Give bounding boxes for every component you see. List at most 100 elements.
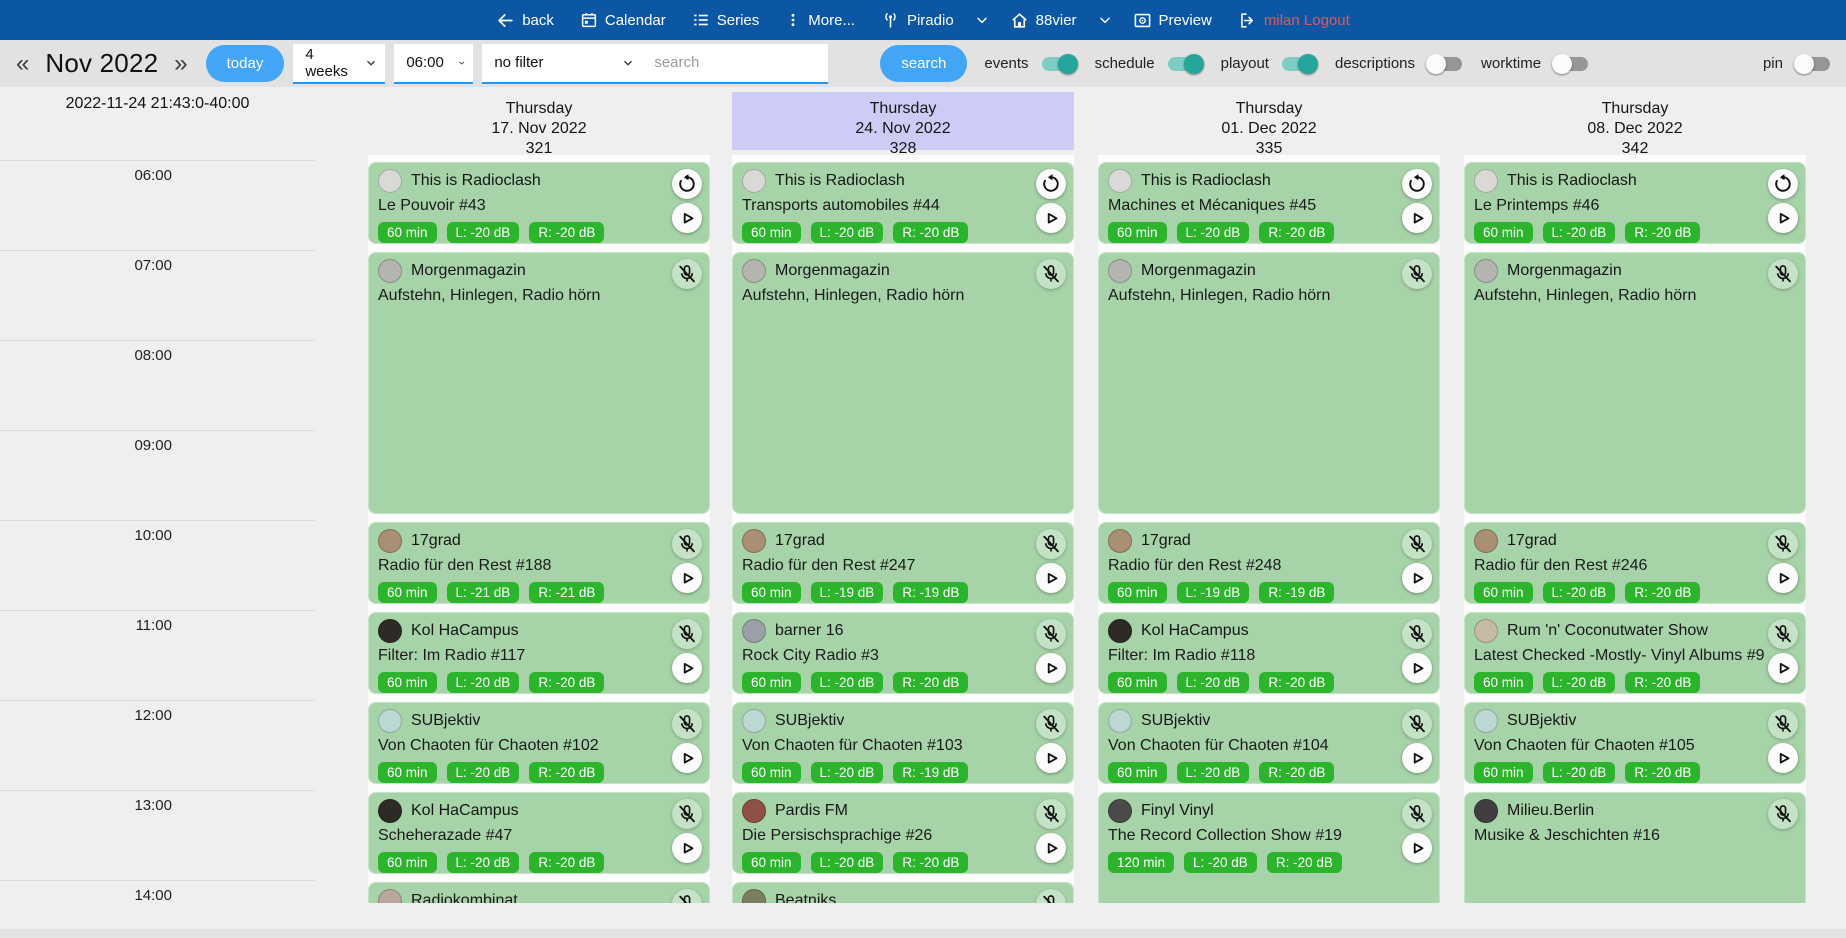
mute-button[interactable] (672, 799, 702, 829)
play-button[interactable] (672, 833, 702, 863)
back-button[interactable]: back (496, 11, 554, 30)
play-button[interactable] (672, 203, 702, 233)
event-card[interactable]: 17grad Radio für den Rest #247 60 min L: -1… (732, 522, 1074, 604)
replay-button[interactable] (672, 169, 702, 199)
toggle-worktime[interactable] (1552, 53, 1590, 75)
day-header[interactable]: Thursday 08. Dec 2022 342 (1464, 92, 1806, 157)
event-card[interactable]: This is Radioclash Le Printemps #46 60 min… (1464, 162, 1806, 244)
event-card[interactable]: Kol HaCampus Scheherazade #47 60 min L: -20… (368, 792, 710, 874)
mute-button[interactable] (1402, 799, 1432, 829)
play-button[interactable] (1402, 653, 1432, 683)
toggle-pin[interactable] (1794, 53, 1832, 75)
search-input[interactable] (642, 43, 829, 84)
play-button[interactable] (1402, 833, 1432, 863)
replay-button[interactable] (1036, 169, 1066, 199)
play-button[interactable] (1402, 563, 1432, 593)
nav-series[interactable]: Series (692, 11, 759, 29)
mute-button[interactable] (672, 619, 702, 649)
mute-button[interactable] (1768, 709, 1798, 739)
play-button[interactable] (1402, 203, 1432, 233)
mute-button[interactable] (1402, 709, 1432, 739)
event-card[interactable]: This is Radioclash Le Pouvoir #43 60 min L:… (368, 162, 710, 244)
next-range-button[interactable]: » (174, 49, 188, 77)
play-button[interactable] (672, 653, 702, 683)
mute-button[interactable] (1768, 259, 1798, 289)
mute-button[interactable] (1402, 529, 1432, 559)
mute-button[interactable] (1768, 799, 1798, 829)
filter-select[interactable]: no filter (482, 43, 643, 84)
event-card[interactable]: Finyl Vinyl The Record Collection Show #1… (1098, 792, 1440, 903)
day-header[interactable]: Thursday 01. Dec 2022 335 (1098, 92, 1440, 157)
play-button[interactable] (1036, 563, 1066, 593)
event-card[interactable]: SUBjektiv Von Chaoten für Chaoten #102 60 … (368, 702, 710, 784)
mute-button[interactable] (1402, 259, 1432, 289)
station-dropdown-chevron[interactable] (974, 12, 990, 28)
event-card[interactable]: Kol HaCampus Filter: Im Radio #117 60 min L… (368, 612, 710, 694)
mute-button[interactable] (672, 709, 702, 739)
channel-dropdown-chevron[interactable] (1097, 12, 1113, 28)
event-card[interactable]: Morgenmagazin Aufstehn, Hinlegen, Radio h… (368, 252, 710, 514)
toggle-playout[interactable] (1280, 53, 1318, 75)
mute-button[interactable] (1036, 619, 1066, 649)
event-card[interactable]: Milieu.Berlin Musike & Jeschichten #16 (1464, 792, 1806, 903)
preview-button[interactable]: Preview (1133, 11, 1212, 30)
event-card[interactable]: 17grad Radio für den Rest #248 60 min L: -1… (1098, 522, 1440, 604)
today-button[interactable]: today (205, 45, 285, 82)
play-button[interactable] (1768, 743, 1798, 773)
event-card[interactable]: SUBjektiv Von Chaoten für Chaoten #104 60 … (1098, 702, 1440, 784)
mute-button[interactable] (1036, 889, 1066, 903)
search-button[interactable]: search (880, 45, 968, 82)
mute-button[interactable] (1036, 799, 1066, 829)
event-card[interactable]: SUBjektiv Von Chaoten für Chaoten #103 60 … (732, 702, 1074, 784)
event-card[interactable]: Morgenmagazin Aufstehn, Hinlegen, Radio h… (732, 252, 1074, 514)
event-card[interactable]: barner 16 Rock City Radio #3 60 min L: -20 … (732, 612, 1074, 694)
play-button[interactable] (672, 743, 702, 773)
event-card[interactable]: 17grad Radio für den Rest #188 60 min L: -2… (368, 522, 710, 604)
mute-button[interactable] (672, 889, 702, 903)
mute-button[interactable] (672, 259, 702, 289)
play-button[interactable] (1768, 563, 1798, 593)
logout-button[interactable]: milan Logout (1238, 11, 1350, 30)
event-card[interactable]: Morgenmagazin Aufstehn, Hinlegen, Radio h… (1098, 252, 1440, 514)
nav-more[interactable]: More... (785, 11, 855, 29)
play-button[interactable] (1036, 653, 1066, 683)
mute-button[interactable] (1036, 709, 1066, 739)
event-card[interactable]: Rum 'n' Coconutwater Show Latest Checked … (1464, 612, 1806, 694)
mute-button[interactable] (1402, 619, 1432, 649)
play-button[interactable] (1036, 203, 1066, 233)
play-button[interactable] (1768, 203, 1798, 233)
horizontal-scrollbar[interactable] (0, 929, 1846, 938)
day-header[interactable]: Thursday 17. Nov 2022 321 (368, 92, 710, 157)
play-button[interactable] (1036, 743, 1066, 773)
start-time-select[interactable]: 06:00 (394, 43, 474, 84)
nav-station[interactable]: Piradio (881, 11, 954, 30)
range-select[interactable]: 4 weeks (293, 43, 386, 84)
event-card[interactable]: Kol HaCampus Filter: Im Radio #118 60 min L… (1098, 612, 1440, 694)
nav-channel[interactable]: 88vier (1010, 11, 1077, 30)
day-header[interactable]: Thursday 24. Nov 2022 328 (732, 92, 1074, 157)
event-card[interactable]: This is Radioclash Machines et Mécaniques… (1098, 162, 1440, 244)
event-card[interactable]: Pardis FM Die Persischsprachige #26 60 min… (732, 792, 1074, 874)
event-card[interactable]: SUBjektiv Von Chaoten für Chaoten #105 60 … (1464, 702, 1806, 784)
prev-range-button[interactable]: « (16, 49, 30, 77)
mute-button[interactable] (1768, 529, 1798, 559)
mute-button[interactable] (1768, 619, 1798, 649)
toggle-schedule[interactable] (1166, 53, 1204, 75)
event-card[interactable]: Radiokombinat (368, 882, 710, 903)
event-card[interactable]: Morgenmagazin Aufstehn, Hinlegen, Radio h… (1464, 252, 1806, 514)
play-button[interactable] (1768, 653, 1798, 683)
mute-button[interactable] (1036, 529, 1066, 559)
toggle-descriptions[interactable] (1426, 53, 1464, 75)
event-card[interactable]: 17grad Radio für den Rest #246 60 min L: -2… (1464, 522, 1806, 604)
play-button[interactable] (1036, 833, 1066, 863)
play-button[interactable] (672, 563, 702, 593)
nav-calendar[interactable]: Calendar (580, 11, 666, 29)
event-card[interactable]: This is Radioclash Transports automobiles… (732, 162, 1074, 244)
event-card[interactable]: Beatniks (732, 882, 1074, 903)
mute-button[interactable] (1036, 259, 1066, 289)
mute-button[interactable] (672, 529, 702, 559)
replay-button[interactable] (1768, 169, 1798, 199)
play-button[interactable] (1402, 743, 1432, 773)
replay-button[interactable] (1402, 169, 1432, 199)
toggle-events[interactable] (1040, 53, 1078, 75)
